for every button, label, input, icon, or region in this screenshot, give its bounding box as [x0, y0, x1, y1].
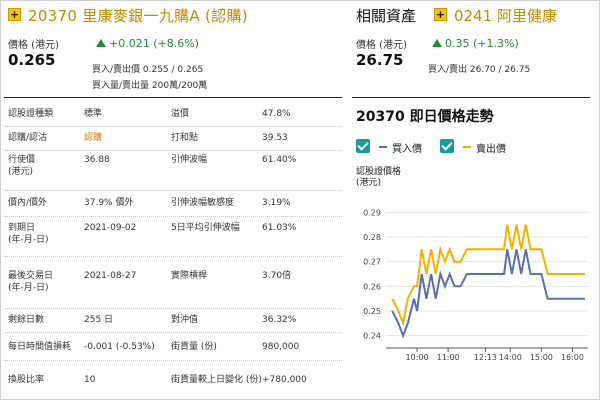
stock-price-label: 價格 (港元) [356, 40, 407, 51]
row-label: 對沖值 [171, 315, 199, 325]
warrant-change: +0.021 (+8.6%) [96, 37, 199, 50]
y-tick-label: 0.27 [363, 258, 381, 267]
row-label: 引伸波幅敏感度 [171, 198, 235, 208]
table-row: 價內/價外 37.9% 價外 引伸波幅敏感度 3.19% [4, 190, 342, 217]
checkbox-checked-icon[interactable] [356, 139, 370, 153]
row-label: 街貨量 (份) [171, 342, 217, 352]
legend-ask-toggle[interactable]: 賣出價 [440, 139, 520, 155]
row-label: 行使價 (港元) [8, 155, 36, 177]
row-value: 47.8% [262, 109, 291, 119]
table-row: 最後交易日 (年-月-日) 2021-08-27 實際槓桿 3.70倍 [4, 256, 342, 309]
row-value: -0.001 (-0.53%) [84, 342, 155, 352]
chart-y-axis-label: 認股證價格 (港元) [356, 167, 402, 188]
x-tick-label: 10:00 [406, 353, 429, 362]
warrant-title[interactable]: 20370 里康麥銀一九購A (認購) [28, 7, 248, 25]
table-row: 換股比率 10 街貨量較上日變化 (份) +780,000 [4, 360, 342, 390]
related-asset-title: 相關資產 [356, 7, 417, 25]
row-value: 61.40% [262, 155, 297, 165]
row-value: 61.03% [262, 223, 297, 233]
add-stock-plus-icon[interactable]: + [434, 8, 447, 21]
series-line [391, 249, 585, 339]
right-divider [352, 97, 590, 98]
up-triangle-icon [96, 39, 106, 47]
stock-bid-ask: 買入/賣出 26.70 / 26.75 [428, 65, 531, 75]
chart-title: 20370 即日價格走勢 [356, 109, 494, 125]
row-label: 最後交易日 (年-月-日) [8, 271, 54, 293]
row-value: 36.32% [262, 315, 297, 325]
legend-bid-toggle[interactable]: 買入價 [356, 139, 436, 155]
row-label: 溢價 [171, 109, 190, 119]
checkbox-checked-icon[interactable] [440, 139, 454, 153]
x-tick-label: 12:13 [474, 353, 497, 362]
y-tick-label: 0.24 [363, 332, 381, 341]
row-value: 10 [84, 375, 96, 385]
x-tick-label: 11:00 [437, 353, 460, 362]
y-tick-label: 0.25 [363, 307, 381, 316]
row-value: 255 日 [84, 315, 114, 325]
table-row: 行使價 (港元) 36.88 引伸波幅 61.40% [4, 150, 342, 191]
series-line [391, 224, 585, 327]
up-triangle-icon [432, 39, 442, 47]
row-label: 每日時間值損耗 [8, 342, 72, 352]
row-value: 39.53 [262, 133, 288, 143]
row-value: 3.19% [262, 198, 291, 208]
row-value: 980,000 [262, 342, 300, 352]
row-label: 認購/認沽 [8, 133, 48, 143]
table-row: 剩餘日數 255 日 對沖值 36.32% [4, 308, 342, 333]
row-label: 認股證種類 [8, 109, 54, 119]
row-label: 引伸波幅 [171, 155, 208, 165]
y-tick-label: 0.26 [363, 282, 381, 291]
row-value: 2021-09-02 [84, 223, 137, 233]
stock-change: 0.35 (+1.3%) [432, 37, 519, 50]
row-value: 認購 [84, 133, 103, 143]
legend-bid-swatch [379, 146, 387, 148]
row-label: 剩餘日數 [8, 315, 45, 325]
row-label: 到期日 (年-月-日) [8, 223, 49, 245]
warrant-change-text: +0.021 (+8.6%) [109, 37, 199, 50]
row-label: 實際槓桿 [171, 271, 208, 281]
row-value: 3.70倍 [262, 271, 292, 281]
y-tick-label: 0.29 [363, 208, 381, 217]
stock-price: 26.75 [356, 51, 404, 69]
x-tick-label: 15:00 [530, 353, 553, 362]
row-label: 價內/價外 [8, 198, 48, 208]
table-row: 認股證種類 標準 溢價 47.8% [4, 102, 342, 127]
left-divider [4, 97, 342, 98]
table-row: 認購/認沽 認購 打和點 39.53 [4, 126, 342, 151]
warrant-price: 0.265 [8, 51, 56, 69]
x-tick-label: 14:00 [499, 353, 522, 362]
table-row: 到期日 (年-月-日) 2021-09-02 5日平均引伸波幅 61.03% [4, 216, 342, 257]
add-watchlist-plus-icon[interactable]: + [8, 8, 21, 21]
warrant-price-label: 價格 (港元) [8, 40, 59, 51]
row-label: 街貨量較上日變化 (份) [171, 375, 262, 385]
warrant-bid-ask: 買入/賣出價 0.255 / 0.265 [92, 65, 204, 75]
stock-change-text: 0.35 (+1.3%) [445, 37, 519, 50]
row-value: 37.9% 價外 [84, 198, 134, 208]
row-value: 36.88 [84, 155, 110, 165]
table-row: 每日時間值損耗 -0.001 (-0.53%) 街貨量 (份) 980,000 [4, 332, 342, 361]
row-value: 標準 [84, 109, 103, 119]
x-tick-label: 16:00 [561, 353, 584, 362]
row-label: 換股比率 [8, 375, 45, 385]
row-value: +780,000 [262, 375, 307, 385]
row-label: 打和點 [171, 133, 199, 143]
row-label: 5日平均引伸波幅 [171, 223, 240, 233]
y-tick-label: 0.28 [363, 233, 381, 242]
legend-bid-label: 買入價 [392, 144, 422, 155]
legend-ask-swatch [463, 146, 471, 148]
legend-ask-label: 賣出價 [476, 144, 506, 155]
warrant-bid-ask-volume: 買入量/賣出量 200萬/200萬 [92, 81, 208, 91]
row-value: 2021-08-27 [84, 271, 137, 281]
related-stock-title[interactable]: 0241 阿里健康 [454, 7, 557, 25]
